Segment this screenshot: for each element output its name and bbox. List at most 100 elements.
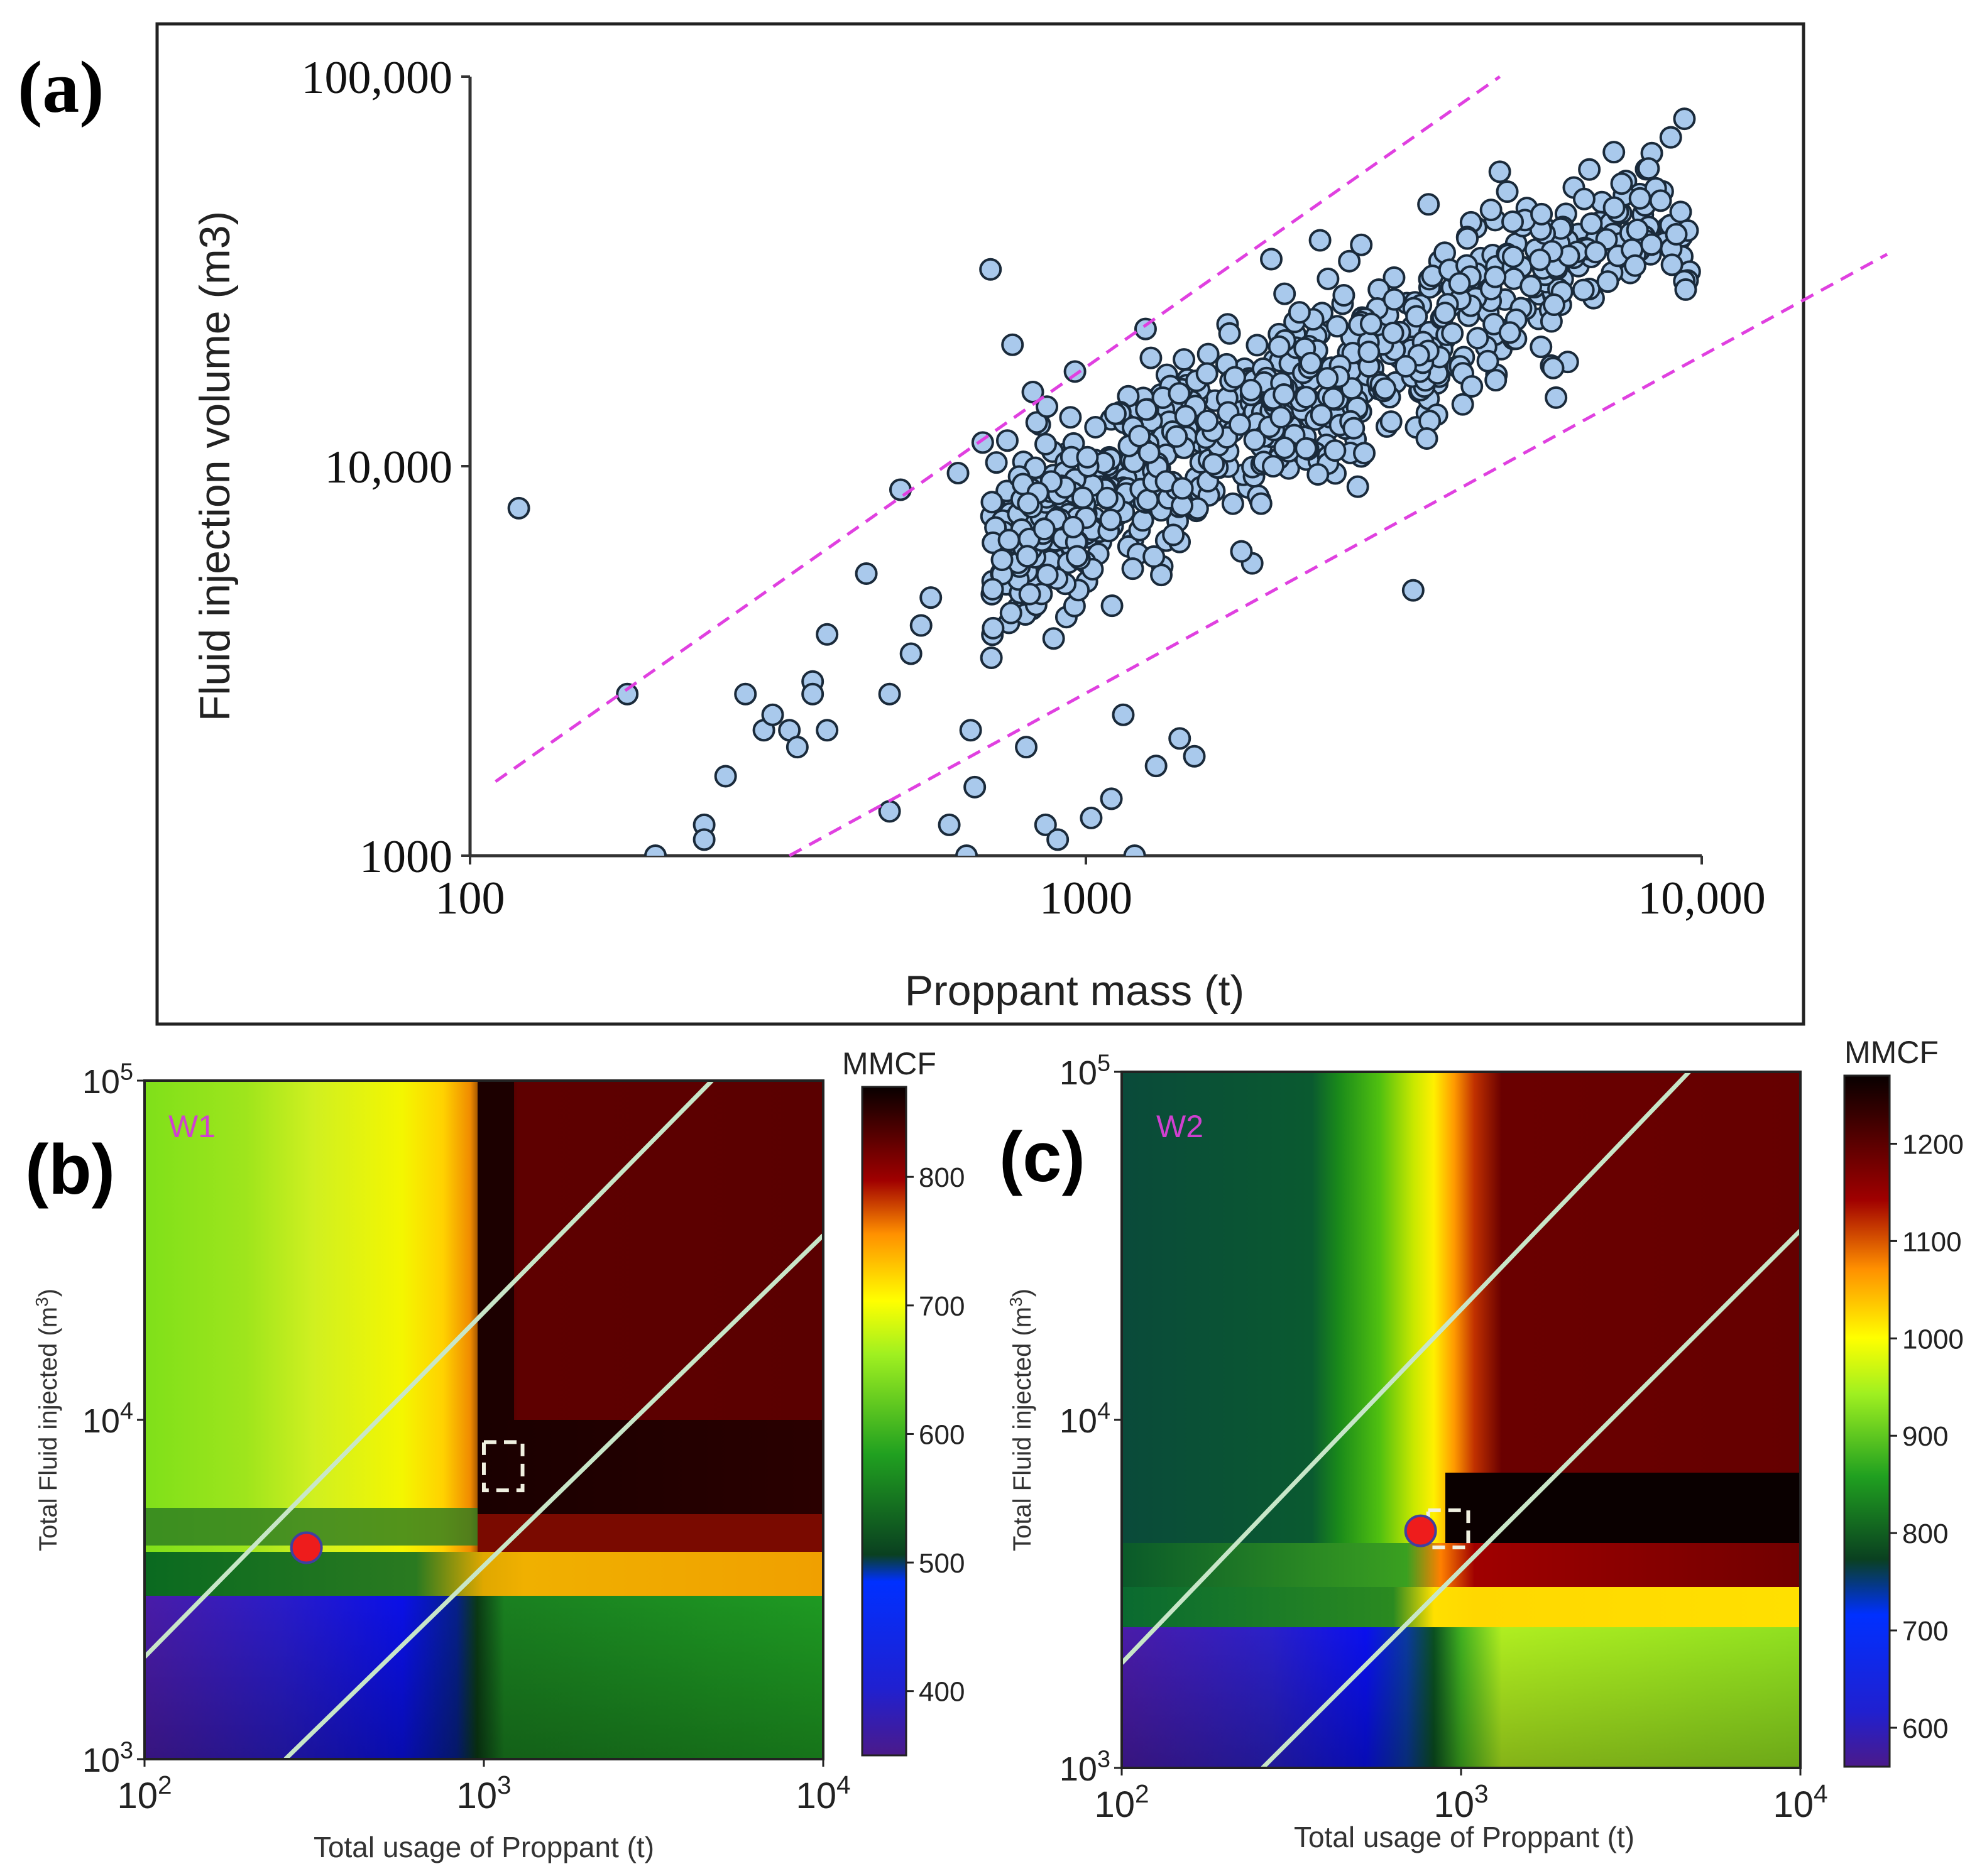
- a-data-point: [999, 601, 1022, 624]
- a-data-point: [801, 682, 824, 706]
- a-data-point: [1578, 158, 1601, 181]
- a-data-point: [1295, 386, 1318, 409]
- a-data-point: [1310, 403, 1333, 427]
- a-data-point: [1460, 374, 1484, 398]
- a-data-point: [1218, 322, 1241, 345]
- a-data-point: [1261, 455, 1284, 478]
- a-data-point: [1357, 341, 1381, 364]
- a-data-point: [1025, 411, 1048, 434]
- a-data-point: [971, 431, 994, 454]
- a-data-point: [1017, 492, 1040, 515]
- a-data-point: [955, 844, 978, 856]
- a-data-point: [1306, 463, 1330, 486]
- a-data-point: [1015, 736, 1038, 759]
- a-data-point: [1519, 275, 1543, 298]
- c-heat-peak: [1445, 1473, 1800, 1543]
- c-colorbar-tick-label: 600: [1902, 1713, 1948, 1744]
- a-data-point: [1168, 382, 1191, 405]
- c-colorbar-tick-label: 800: [1902, 1519, 1948, 1549]
- b-colorbar-tick-label: 400: [919, 1677, 965, 1708]
- a-data-point: [1488, 160, 1511, 183]
- a-data-point: [1610, 172, 1633, 195]
- a-data-point: [1174, 405, 1197, 428]
- a-data-point: [1479, 199, 1503, 222]
- a-data-point: [1221, 492, 1244, 515]
- a-data-point: [889, 478, 912, 501]
- a-data-point: [1021, 380, 1044, 403]
- b-x-tick-label: 102: [117, 1770, 172, 1816]
- a-data-point: [878, 682, 901, 706]
- panel-a-label: (a): [18, 46, 104, 128]
- a-data-point: [1572, 278, 1595, 302]
- a-data-point: [816, 623, 839, 646]
- a-data-point: [1273, 383, 1296, 406]
- b-current-design-marker: [290, 1531, 323, 1564]
- a-data-point: [1139, 346, 1163, 369]
- c-x-tick-label: 104: [1773, 1779, 1827, 1825]
- a-data-point: [1382, 266, 1406, 289]
- a-data-point: [1196, 409, 1219, 432]
- a-data-point: [1501, 245, 1525, 268]
- a-data-point: [1602, 196, 1626, 219]
- b-heat-ridge: [478, 1081, 514, 1420]
- a-data-point: [1173, 348, 1196, 371]
- c-heat-transition-band: [1122, 1587, 1800, 1627]
- a-data-point: [1267, 335, 1291, 358]
- a-data-point: [1144, 755, 1168, 778]
- a-data-point: [1584, 241, 1607, 264]
- a-data-point: [997, 528, 1021, 552]
- b-heat-transition-band: [145, 1552, 823, 1596]
- a-data-point: [1317, 267, 1340, 290]
- a-data-point: [1202, 452, 1225, 476]
- a-data-point: [1131, 509, 1154, 532]
- a-data-point: [1382, 288, 1406, 311]
- b-bound-line: [145, 1081, 714, 1659]
- a-data-point: [1545, 386, 1568, 409]
- a-data-point: [1530, 202, 1553, 226]
- a-data-point: [1602, 141, 1626, 164]
- a-data-point: [1401, 579, 1425, 602]
- a-data-point: [946, 461, 970, 484]
- b-y-tick-label: 105: [82, 1059, 133, 1101]
- a-data-point: [1501, 210, 1525, 233]
- a-data-point: [1640, 233, 1663, 256]
- b-colorbar-tick-label: 700: [919, 1291, 965, 1322]
- a-data-point: [1135, 398, 1158, 421]
- a-data-point: [1112, 703, 1135, 726]
- a-data-point: [1142, 545, 1166, 568]
- a-data-point: [693, 828, 716, 851]
- a-data-point: [1580, 212, 1603, 235]
- a-data-point: [1669, 200, 1692, 224]
- a-data-point: [980, 646, 1003, 670]
- a-data-point: [1659, 126, 1682, 149]
- a-data-point: [1042, 627, 1065, 650]
- a-data-point: [1036, 395, 1059, 418]
- c-heatmap: [1122, 1072, 1800, 1768]
- a-data-point: [1063, 360, 1087, 383]
- a-data-point: [761, 703, 784, 726]
- c-y-axis-label: Total Fluid injected (m3): [1006, 1289, 1036, 1551]
- a-data-point: [1323, 439, 1347, 462]
- b-x-tick-label: 104: [796, 1770, 850, 1816]
- b-heatmap: [145, 1081, 823, 1759]
- a-data-point: [979, 258, 1002, 281]
- a-data-point: [1415, 427, 1438, 450]
- a-data-point: [1071, 486, 1094, 510]
- a-data-point: [982, 616, 1005, 640]
- a-data-point: [644, 844, 667, 856]
- b-x-tick-label: 103: [456, 1770, 511, 1816]
- a-data-point: [919, 586, 943, 609]
- c-y-tick-label: 105: [1059, 1050, 1110, 1092]
- a-data-point: [1433, 302, 1457, 325]
- a-y-tick-label: 10,000: [325, 442, 453, 493]
- a-data-point: [1123, 844, 1146, 856]
- a-data-point: [1353, 442, 1376, 465]
- a-data-point: [1451, 393, 1474, 416]
- a-data-point: [1001, 333, 1024, 356]
- a-data-point: [1032, 518, 1056, 541]
- c-bound-line: [1122, 1072, 1691, 1665]
- c-colorbar-tick-label: 700: [1902, 1616, 1948, 1647]
- a-data-point: [1476, 349, 1499, 373]
